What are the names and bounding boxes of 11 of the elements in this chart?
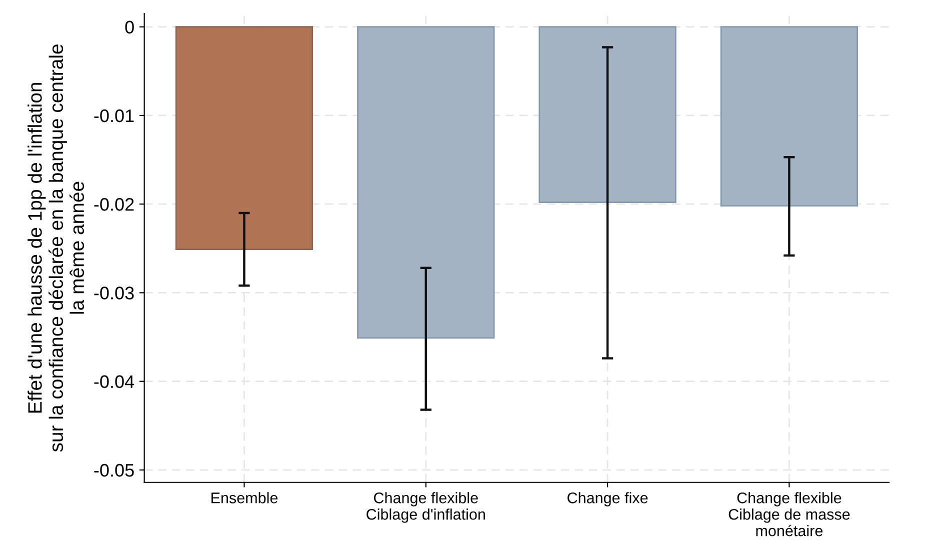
y-tick-label: -0.02 (94, 198, 134, 211)
y-tick-label: -0.03 (94, 286, 134, 300)
x-tick-label: Change fixe (568, 492, 648, 506)
y-tick-label: -0.04 (94, 375, 134, 388)
x-tick-label: Ensemble (212, 492, 278, 504)
x-tick-label: Change flexible Ciblage d'inflation (366, 492, 485, 523)
x-tick-label: Change flexible Ciblage de masse monétaire (728, 492, 850, 536)
y-tick-label: 0 (125, 20, 134, 34)
y-tick-label: -0.01 (94, 109, 134, 122)
y-tick-label: -0.05 (94, 464, 134, 477)
y-axis-title: Effet d'une hausse de 1pp de l'inflation sur la confiance déclarée en la banque centrale la même année (28, 44, 84, 452)
